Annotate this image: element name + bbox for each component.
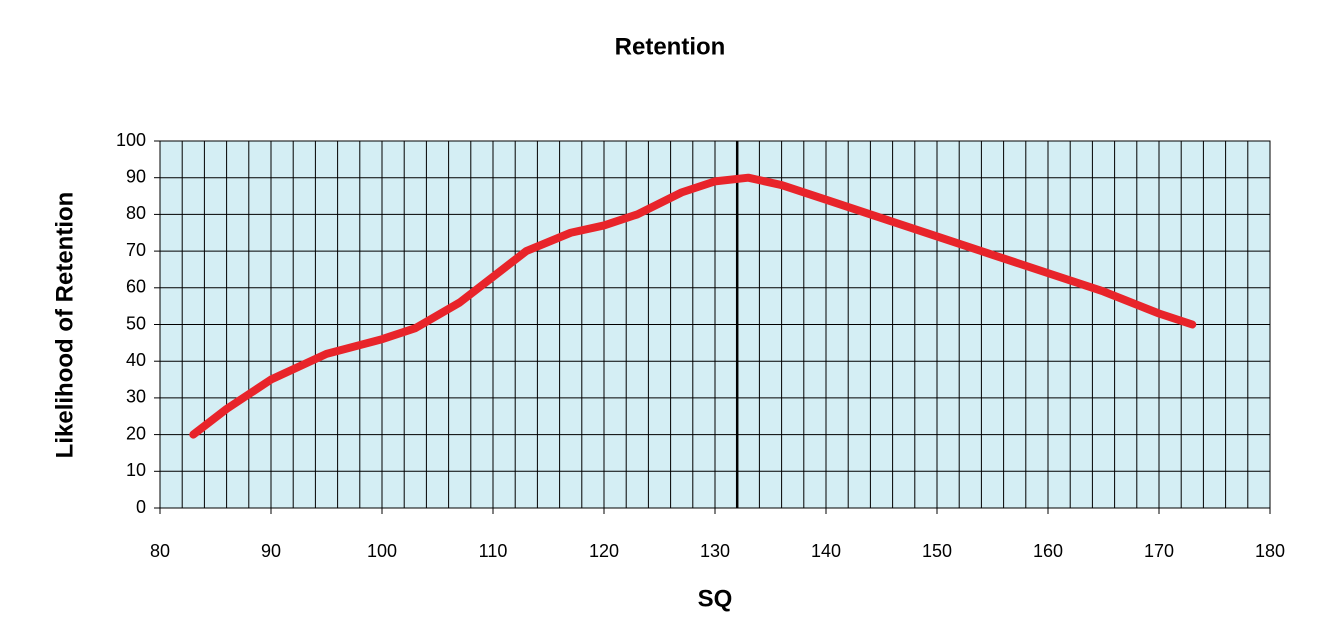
x-tick-label: 180 [1255, 541, 1285, 561]
x-tick-label: 110 [479, 541, 508, 561]
y-tick-label: 90 [126, 166, 146, 186]
x-tick-label: 150 [922, 541, 952, 561]
y-tick-label: 50 [126, 313, 146, 333]
y-tick-label: 70 [126, 240, 146, 260]
x-tick-label: 100 [367, 541, 397, 561]
y-tick-label: 60 [126, 277, 146, 297]
y-tick-label: 0 [136, 497, 146, 517]
x-tick-label: 120 [589, 541, 619, 561]
x-tick-label: 130 [700, 541, 730, 561]
x-tick-label: 90 [261, 541, 281, 561]
y-tick-label: 30 [126, 387, 146, 407]
x-axis-label: SQ [698, 585, 733, 612]
data-line [189, 173, 1197, 439]
x-tick-label: 160 [1033, 541, 1063, 561]
y-axis-label: Likelihood of Retention [51, 192, 78, 459]
y-tick-label: 10 [126, 460, 146, 480]
x-tick-label: 170 [1144, 541, 1174, 561]
y-tick-label: 40 [126, 350, 146, 370]
chart-title: Retention [615, 33, 726, 60]
x-tick-label: 80 [150, 541, 170, 561]
x-tick-label: 140 [811, 541, 841, 561]
y-tick-label: 80 [126, 203, 146, 223]
y-tick-label: 20 [126, 423, 146, 443]
y-tick-label: 100 [116, 130, 146, 150]
